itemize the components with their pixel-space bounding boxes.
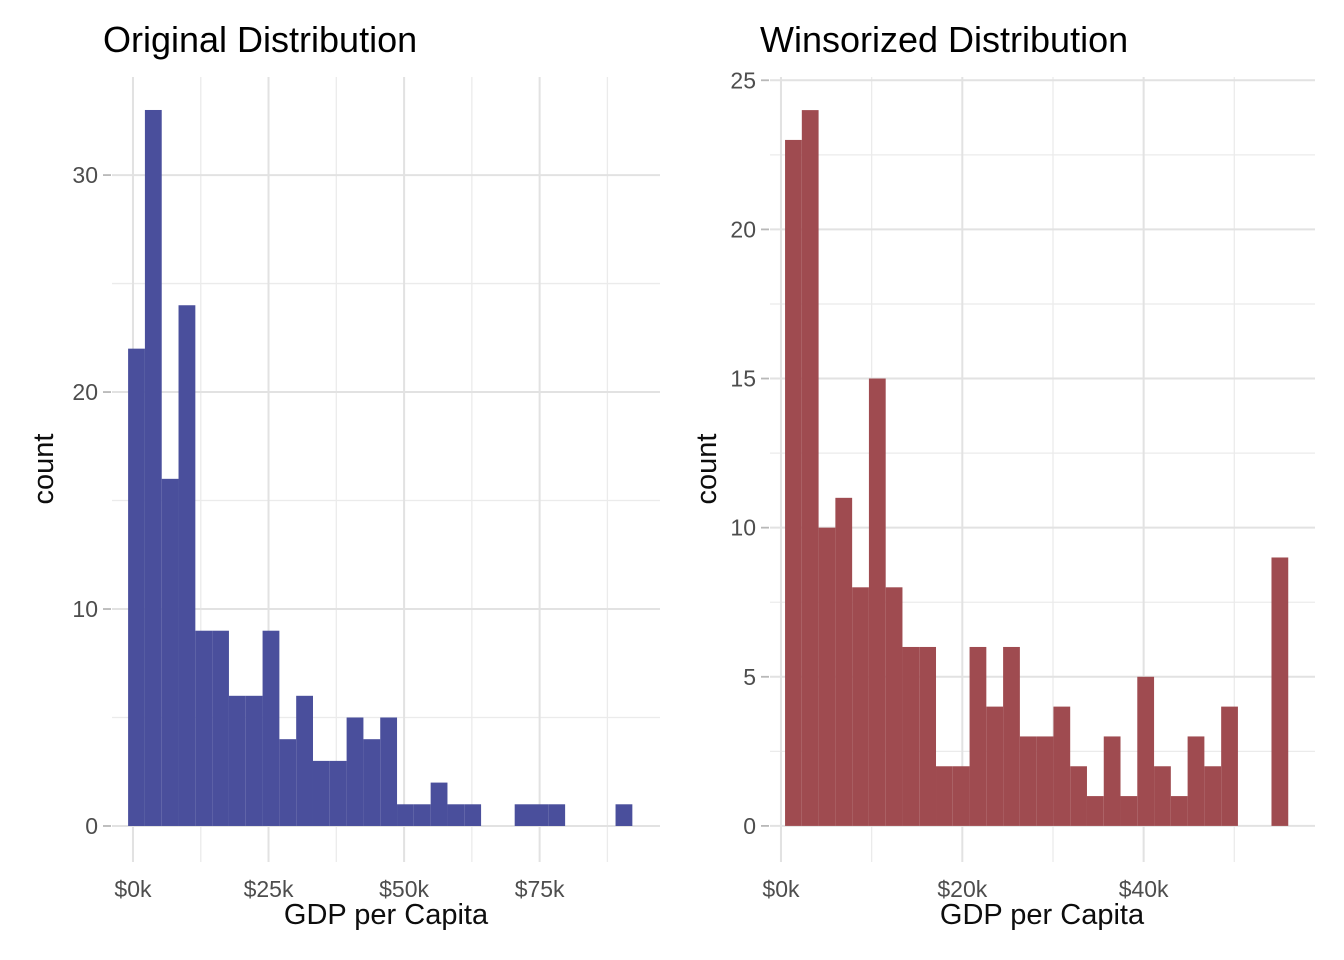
histogram-bar	[952, 766, 970, 826]
original-distribution-svg: 0 10 20 30 $0k $25k $50k $75k Original Distribu…	[28, 19, 660, 931]
y-axis-title: count	[691, 434, 723, 505]
histogram-bar	[514, 804, 532, 826]
histogram-bar	[195, 630, 213, 826]
x-tick-label: $20k	[937, 876, 987, 902]
histogram-bar	[178, 305, 196, 826]
histogram-bar	[413, 804, 431, 826]
histogram-bar	[1137, 676, 1155, 826]
chart-title: Original Distribution	[103, 19, 417, 60]
original-plot-panel: 0 10 20 30 $0k $25k $50k $75k	[72, 77, 660, 902]
chart-title: Winsorized Distribution	[760, 19, 1128, 60]
histogram-bar	[885, 587, 903, 826]
y-tick-label: 10	[730, 515, 756, 541]
histogram-bar	[548, 804, 566, 826]
histogram-bar	[835, 497, 853, 826]
x-tick-label: $75k	[515, 876, 565, 902]
histogram-bar	[245, 695, 263, 826]
histogram-bar	[1103, 736, 1121, 826]
y-tick-label: 25	[730, 67, 756, 93]
winsorized-plot-panel: 0 5 10 15 20 25 $0k $20k $40k	[730, 67, 1315, 902]
y-tick-label: 0	[85, 813, 98, 839]
histogram-bar	[262, 630, 280, 826]
original-distribution-chart: 0 10 20 30 $0k $25k $50k $75k Original Distribu…	[28, 19, 660, 931]
histogram-bar	[868, 378, 886, 826]
y-tick-label: 15	[730, 366, 756, 392]
winsorized-distribution-svg: 0 5 10 15 20 25 $0k $20k $40k Winsorized Distrib…	[691, 19, 1315, 931]
y-tick-label: 5	[743, 664, 756, 690]
histogram-bar	[531, 804, 549, 826]
histogram-bar	[1120, 796, 1138, 826]
winsorized-distribution-chart: 0 5 10 15 20 25 $0k $20k $40k Winsorized Distrib…	[672, 0, 1344, 960]
histogram-bar	[1070, 766, 1087, 826]
x-tick-label: $0k	[762, 876, 800, 902]
histogram-bar	[228, 695, 246, 826]
histogram-bar	[818, 527, 836, 826]
histogram-bar	[1204, 766, 1222, 826]
histogram-bar	[936, 766, 953, 826]
histogram-bar	[397, 804, 414, 826]
histogram-bar	[346, 717, 364, 826]
histogram-bar	[212, 630, 229, 826]
histogram-bar	[161, 478, 179, 826]
x-axis-title: GDP per Capita	[284, 899, 489, 931]
y-tick-label: 10	[72, 596, 98, 622]
histogram-bar	[329, 760, 347, 826]
y-tick-label: 0	[743, 813, 756, 839]
y-tick-label: 30	[72, 162, 98, 188]
histogram-bar	[801, 110, 819, 826]
histogram-bar	[296, 695, 313, 826]
histogram-bar	[1170, 796, 1188, 826]
histogram-bar	[430, 782, 448, 826]
histogram-bar	[1221, 706, 1238, 826]
histogram-bar	[447, 804, 465, 826]
histogram-bar	[1036, 736, 1054, 826]
histogram-bar	[1154, 766, 1171, 826]
histogram-bar	[919, 646, 937, 826]
histogram-bar	[1019, 736, 1037, 826]
histogram-bar	[1086, 796, 1104, 826]
histogram-bar	[1053, 706, 1071, 826]
histogram-bar	[464, 804, 482, 826]
histogram-bar	[902, 646, 920, 826]
histogram-bar	[144, 109, 162, 826]
x-tick-label: $50k	[379, 876, 429, 902]
histogram-bar	[615, 804, 633, 826]
y-tick-label: 20	[72, 379, 98, 405]
histogram-bar	[1187, 736, 1205, 826]
histogram-bar	[969, 646, 987, 826]
x-tick-label: $25k	[244, 876, 294, 902]
histogram-bar	[1003, 646, 1020, 826]
histogram-bar	[380, 717, 398, 826]
histogram-bar	[128, 348, 145, 826]
histogram-bar	[1271, 557, 1289, 826]
histogram-bar	[785, 139, 802, 826]
histogram-bar	[986, 706, 1004, 826]
histogram-bar	[852, 587, 869, 826]
x-tick-label: $40k	[1119, 876, 1169, 902]
histogram-bar	[279, 739, 297, 826]
y-axis-title: count	[28, 434, 60, 505]
x-axis-title: GDP per Capita	[940, 899, 1145, 931]
x-tick-label: $0k	[114, 876, 152, 902]
histogram-bar	[363, 739, 381, 826]
y-tick-label: 20	[730, 216, 756, 242]
histogram-bar	[312, 760, 330, 826]
